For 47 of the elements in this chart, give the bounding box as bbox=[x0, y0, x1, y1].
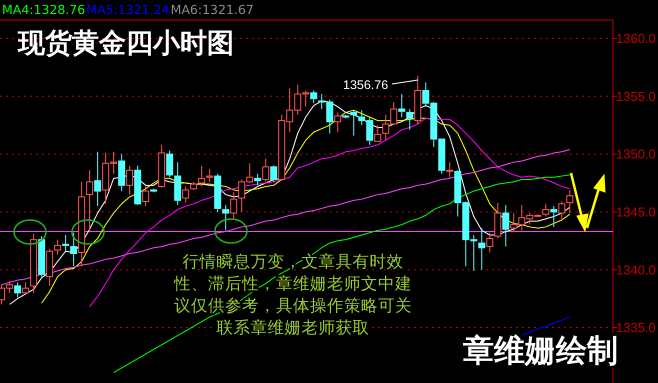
y-tick-label: 1345.0 bbox=[616, 204, 656, 220]
candlestick bbox=[270, 165, 278, 182]
candlestick bbox=[182, 186, 190, 204]
candlestick bbox=[478, 228, 486, 270]
candlestick bbox=[262, 158, 270, 182]
candlestick bbox=[398, 93, 406, 118]
candlestick bbox=[310, 90, 318, 104]
candlestick bbox=[502, 204, 510, 248]
text: MA4:1328.76 bbox=[2, 2, 86, 17]
candlestick bbox=[166, 150, 174, 178]
candlestick bbox=[142, 186, 150, 207]
y-tick-label: 1340.0 bbox=[616, 262, 656, 278]
candlestick bbox=[86, 170, 94, 231]
candlestick bbox=[230, 192, 238, 220]
candlestick bbox=[14, 282, 22, 298]
candlestick bbox=[198, 165, 206, 187]
candlestick bbox=[550, 206, 558, 228]
candlestick bbox=[406, 108, 414, 130]
candlestick bbox=[446, 162, 454, 178]
text: MA6:1321.67 bbox=[170, 2, 254, 17]
candlestick bbox=[222, 204, 230, 231]
y-tick-label: 1335.0 bbox=[616, 320, 656, 336]
candlestick bbox=[94, 151, 102, 207]
annotation: 1356.76 bbox=[343, 78, 388, 92]
candlestick bbox=[62, 234, 70, 253]
annotation: 行情瞬息万变，文章具有时效 bbox=[182, 252, 404, 271]
y-tick-label: 1355.0 bbox=[616, 88, 656, 104]
candlestick bbox=[22, 282, 30, 296]
candlestick bbox=[334, 112, 342, 133]
y-tick-label: 1360.0 bbox=[616, 31, 656, 46]
candlestick bbox=[54, 239, 62, 256]
candlestick bbox=[566, 189, 574, 214]
candlestick bbox=[126, 165, 134, 196]
annotation: 性、滞后性，章维姗老师文中建 bbox=[173, 274, 412, 293]
candlestick bbox=[374, 124, 382, 142]
candlestick bbox=[494, 202, 502, 239]
candlestick bbox=[542, 203, 550, 218]
candlestick bbox=[350, 110, 358, 136]
annotation: 联系章维姗老师获取 bbox=[216, 318, 370, 337]
candlestick bbox=[206, 168, 214, 182]
candlestick bbox=[558, 201, 566, 220]
candlestick bbox=[70, 232, 78, 267]
text: MA5:1321.24 bbox=[86, 2, 170, 17]
candlestick bbox=[254, 173, 262, 186]
chart-title: 现货黄金四小时图 bbox=[17, 28, 234, 59]
y-tick-label: 1350.0 bbox=[616, 146, 656, 162]
candlestick bbox=[486, 232, 494, 253]
